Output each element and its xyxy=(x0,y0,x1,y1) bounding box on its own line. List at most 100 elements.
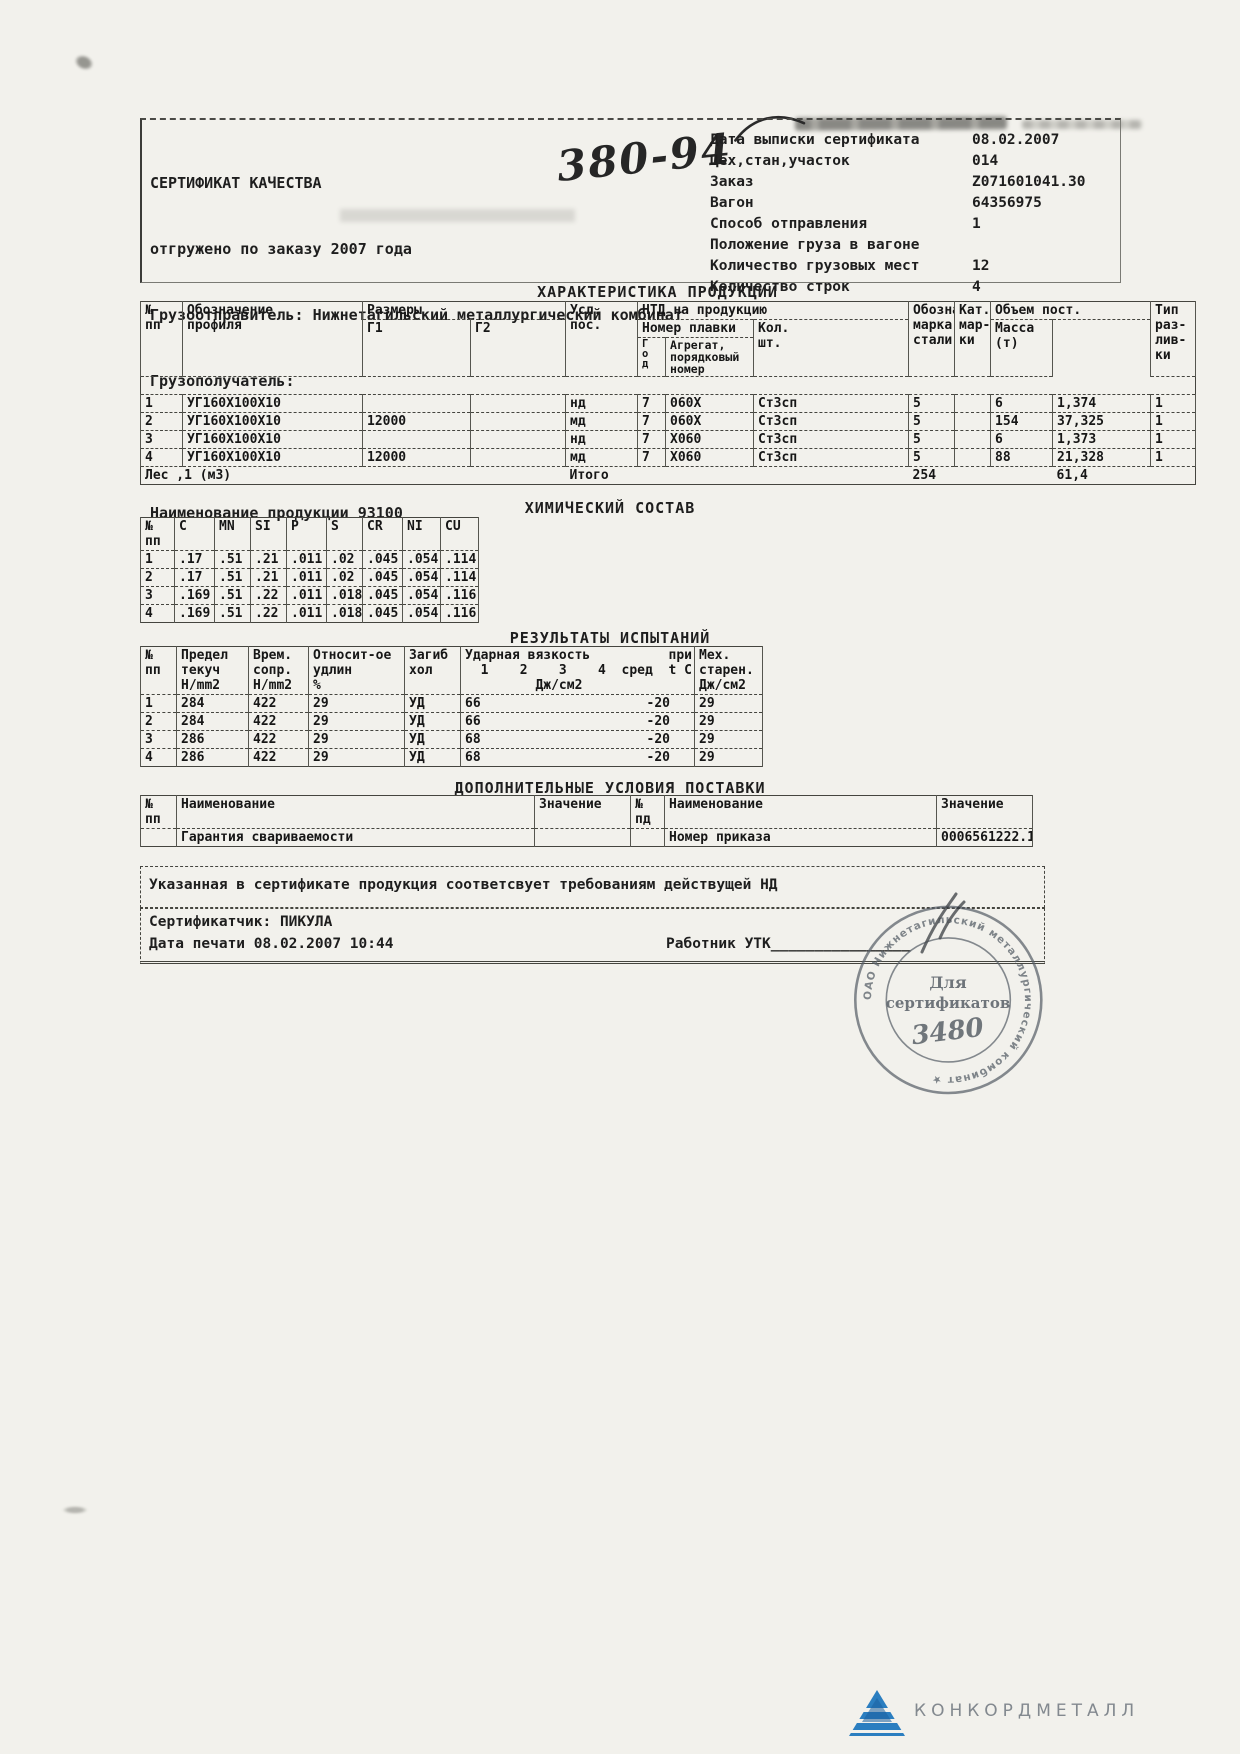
scan-artifact xyxy=(62,1506,88,1514)
cell: 29 xyxy=(308,748,405,767)
col-header-value2: Значение xyxy=(936,795,1033,829)
header-field: Способ отправления 1 xyxy=(710,214,1110,235)
total-qty: 254 xyxy=(908,466,1053,485)
col-header-cu: CU xyxy=(440,517,479,551)
cell: 5 xyxy=(908,430,956,449)
gost-standards: ГОСТ 8510-86 ГОСТ 380-94 ГОСТ 535-88 xyxy=(140,376,183,395)
cell: .51 xyxy=(214,586,251,605)
field-label: Дата выписки сертификата xyxy=(710,132,920,148)
certifier-line: Сертификатчик: ПИКУЛА xyxy=(149,914,332,930)
cell: 7 xyxy=(637,412,667,431)
cell: .21 xyxy=(250,550,287,569)
cell: 12000 xyxy=(362,412,471,431)
cell: .011 xyxy=(286,550,327,569)
cell: 060X xyxy=(665,394,755,413)
table-row: 4.169.51.22.011.018.045.054.116 xyxy=(140,604,479,623)
section-title-chem: ХИМИЧЕСКИЙ СОСТАВ xyxy=(524,499,696,517)
stamp-handwritten-number: 3480 xyxy=(910,1013,985,1052)
cell xyxy=(469,448,567,467)
cell: .169 xyxy=(174,586,215,605)
cell: .054 xyxy=(402,568,441,587)
cell: 7 xyxy=(637,430,667,449)
field-value: 014 xyxy=(972,153,999,169)
cell xyxy=(469,430,567,449)
stamp-center-line2: сертификатов xyxy=(886,994,1011,1012)
cell: 422 xyxy=(248,694,309,713)
gost-row: ГОСТ 8510-86 ГОСТ 380-94 ГОСТ 535-88 xyxy=(140,376,1196,395)
cell: 88 xyxy=(990,448,1054,467)
col-header-impact: Ударная вязкость при 1 2 3 4 сред t C Дж… xyxy=(460,646,695,695)
cell: .011 xyxy=(286,568,327,587)
cell: 4 xyxy=(140,748,177,767)
cell: .054 xyxy=(402,604,441,623)
impact-header-line: Дж/см2 xyxy=(465,678,583,693)
total-label: Итого xyxy=(565,466,909,485)
certifier-name: ПИКУЛА xyxy=(279,914,333,930)
cell: 29 xyxy=(694,694,763,713)
header-field: Количество грузовых мест 12 xyxy=(710,256,1110,277)
table-header-row: Г о д Агрегат, порядковый номер xyxy=(141,337,1196,377)
field-label: Количество грузовых мест xyxy=(710,258,920,274)
col-header-melt: Номер плавки xyxy=(637,319,755,338)
table-row: 4 УГ160X100X10 12000 мд 7 X060 Ст3сп 5 88 21,328 1 xyxy=(140,448,1197,467)
product-table: № пп Обозначение профиля Размеры Усл. по… xyxy=(140,301,1197,485)
table-row: 1 УГ160X100X10 нд 7 060X Ст3сп 5 6 1,374 1 xyxy=(140,394,1197,413)
cell: 2 xyxy=(140,712,177,731)
cell: 1 xyxy=(140,550,175,569)
cell: 1 xyxy=(1150,430,1197,449)
table-header-row: № пп Предел текуч Н/mm2 Врем. сопр. Н/mm… xyxy=(140,646,763,695)
cell: .114 xyxy=(440,568,479,587)
total-mass: 61,4 xyxy=(1052,466,1151,485)
col-header-cat: Кат. мар- ки xyxy=(954,301,992,377)
cell: УГ160X100X10 xyxy=(182,430,363,449)
col-header-mn: MN xyxy=(214,517,251,551)
cell: нд xyxy=(565,394,639,413)
cell: .054 xyxy=(402,550,441,569)
cell xyxy=(140,828,177,847)
col-header-num: № пп xyxy=(140,646,177,695)
pen-stroke xyxy=(920,892,966,954)
cell: 422 xyxy=(248,748,309,767)
cell: .018 xyxy=(326,604,363,623)
consignee-label: Грузополучатель: xyxy=(150,372,295,390)
col-header-num: № пп xyxy=(140,795,177,829)
cell: 3 xyxy=(140,586,175,605)
cell: Ст3сп xyxy=(753,430,910,449)
col-header-grade: Обозначение марка стали(класс) xyxy=(908,301,956,377)
col-header-ni: NI xyxy=(402,517,441,551)
cell: 1 xyxy=(1150,394,1197,413)
header-field: Положение груза в вагоне xyxy=(710,235,1110,256)
field-value: 08.02.2007 xyxy=(972,132,1060,148)
cell: УГ160X100X10 xyxy=(182,448,363,467)
company-logo-text: КОНКОРДМЕТАЛЛ xyxy=(914,1701,1140,1721)
cell: .02 xyxy=(326,550,363,569)
cell: X060 xyxy=(665,430,755,449)
impact-cell: 66 -20 xyxy=(460,694,695,713)
cell: 422 xyxy=(248,712,309,731)
impact-cell: 68 -20 xyxy=(460,730,695,749)
col-header-tensile: Врем. сопр. Н/mm2 xyxy=(248,646,309,695)
cell: Ст3сп xyxy=(753,394,910,413)
logo-mark xyxy=(848,1690,906,1736)
cell: .51 xyxy=(214,568,251,587)
cell: 422 xyxy=(248,730,309,749)
table-row: 4 286 422 29 УД 68 -20 29 xyxy=(140,748,763,767)
col-header-qty: Кол. шт. xyxy=(753,319,910,377)
header-field: Цех,стан,участок 014 xyxy=(710,151,1110,172)
cell: 6 xyxy=(990,430,1054,449)
table-header-row: № пп Обозначение профиля Размеры Усл. по… xyxy=(140,301,1197,377)
cell: .22 xyxy=(250,586,287,605)
cell: 3 xyxy=(140,730,177,749)
col-header-cast-type: Тип раз- лив- ки xyxy=(1150,301,1197,377)
cell: 1 xyxy=(1150,412,1197,431)
impact-temp: -20 xyxy=(646,696,670,711)
certificate-stamp: ОАО Нижнетагильский металлургический ком… xyxy=(836,880,1060,1104)
cell: 5 xyxy=(908,394,956,413)
field-label: Заказ xyxy=(710,174,754,190)
field-value: 4 xyxy=(972,279,981,295)
col-header-profile: Обозначение профиля xyxy=(182,301,363,377)
cell xyxy=(954,394,992,413)
cell: 12000 xyxy=(362,448,471,467)
table-row: 2 УГ160X100X10 12000 мд 7 060X Ст3сп 5 154 37,325… xyxy=(140,412,1197,431)
